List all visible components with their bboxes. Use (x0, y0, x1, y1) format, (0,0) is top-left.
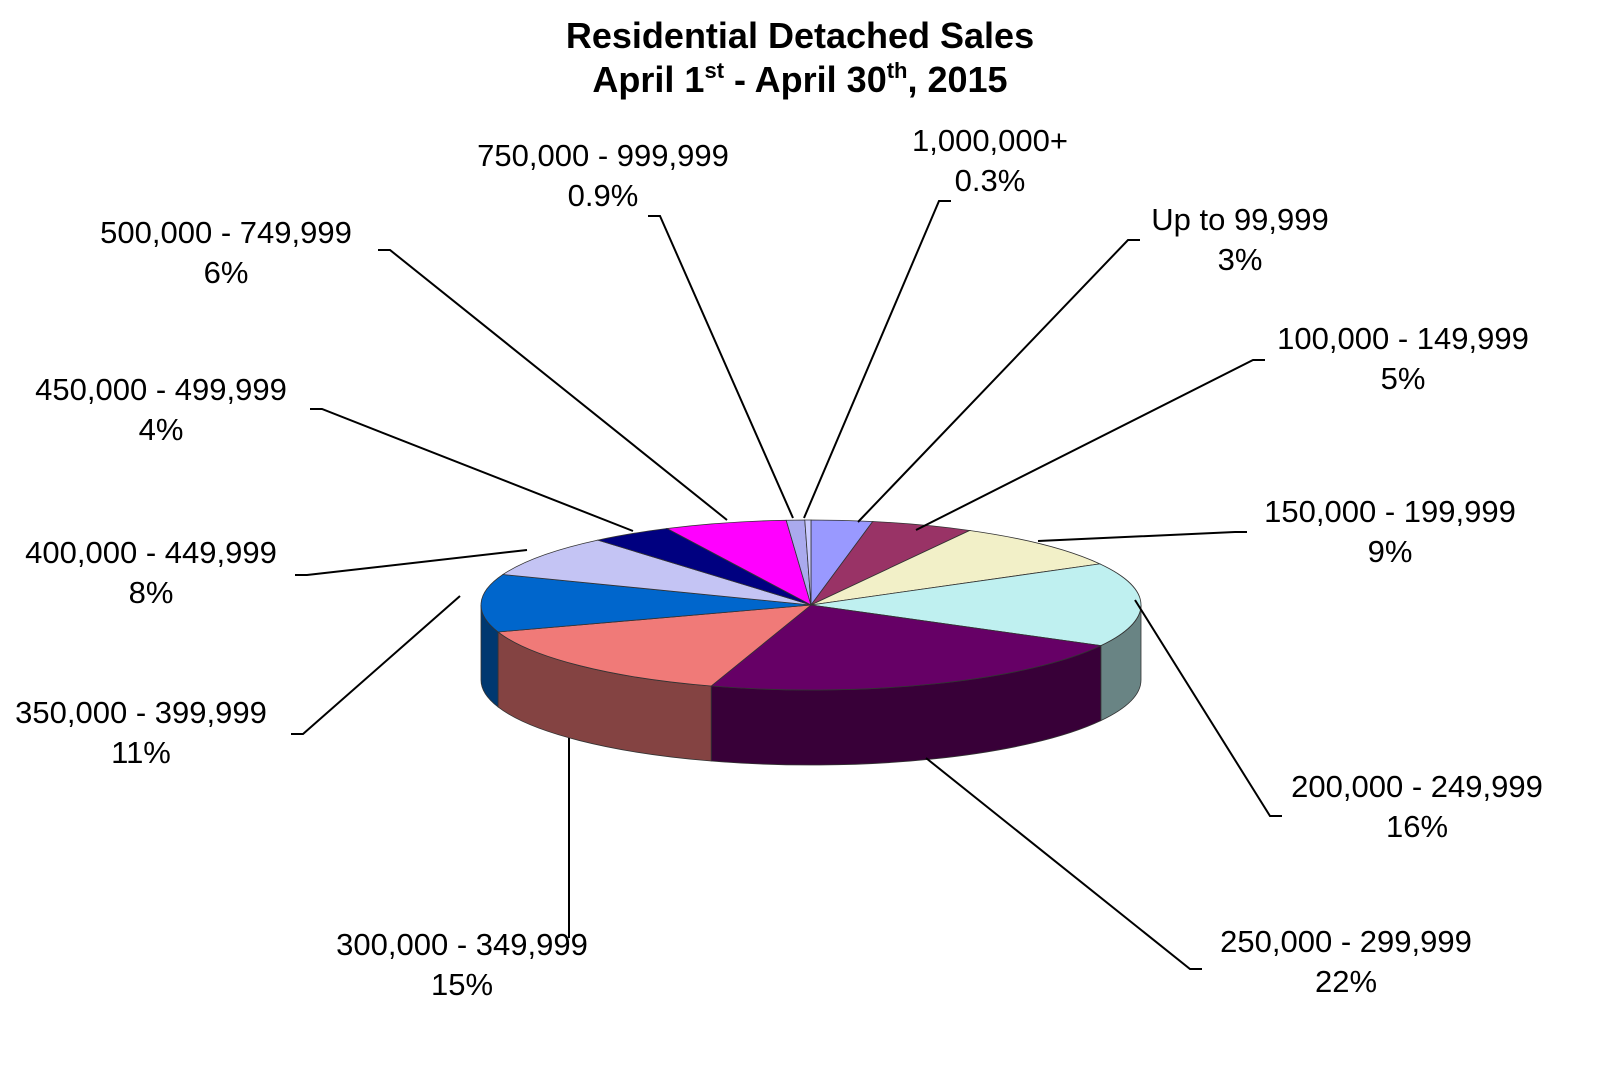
leader-line-7 (295, 549, 528, 576)
slice-percent-label-2: 9% (1368, 534, 1413, 569)
slice-range-label-11: 1,000,000+ (912, 123, 1068, 158)
leader-lines (291, 200, 1282, 970)
slice-percent-label-0: 3% (1218, 242, 1263, 277)
pie-tops (480, 519, 1142, 691)
slice-percent-label-10: 0.9% (568, 178, 639, 213)
slice-range-label-10: 750,000 - 999,999 (477, 138, 729, 173)
title-date-end: - April 30 (724, 59, 887, 100)
leader-line-8 (310, 408, 634, 532)
slice-percent-label-7: 8% (129, 575, 174, 610)
slice-percent-label-8: 4% (139, 412, 184, 447)
slice-range-label-7: 400,000 - 449,999 (25, 535, 277, 570)
title-sup-th: th (886, 58, 908, 83)
leader-line-2 (1037, 531, 1247, 542)
leader-line-10 (648, 215, 794, 519)
slice-percent-label-11: 0.3% (955, 163, 1026, 198)
slice-percent-label-5: 15% (431, 967, 493, 1002)
leader-line-9 (378, 249, 728, 521)
leader-line-3 (1134, 599, 1282, 817)
pie-slice-11 (804, 519, 812, 606)
slice-percent-label-6: 11% (111, 735, 171, 770)
slice-range-label-0: Up to 99,999 (1151, 202, 1329, 237)
pie-slice-2 (810, 530, 1102, 606)
leader-line-0 (857, 239, 1140, 523)
slice-range-label-8: 450,000 - 499,999 (35, 372, 287, 407)
title-year: , 2015 (907, 59, 1008, 100)
title-sup-st: st (704, 58, 725, 83)
slice-range-label-4: 250,000 - 299,999 (1220, 924, 1472, 959)
pie-slice-7 (501, 539, 812, 606)
chart-title: Residential Detached Sales April 1st - A… (0, 14, 1600, 102)
chart-title-line1: Residential Detached Sales (565, 15, 1035, 56)
slice-percent-label-1: 5% (1381, 361, 1426, 396)
pie-slice-4 (710, 604, 1103, 691)
chart-title-line2: April 1st - April 30th, 2015 (0, 58, 1600, 102)
slice-range-label-1: 100,000 - 149,999 (1277, 321, 1529, 356)
leader-line-1 (915, 359, 1265, 531)
slice-range-label-2: 150,000 - 199,999 (1264, 494, 1516, 529)
slice-range-label-9: 500,000 - 749,999 (100, 215, 352, 250)
slice-percent-label-4: 22% (1315, 964, 1377, 999)
title-date-start: April 1 (592, 59, 705, 100)
slice-percent-label-3: 16% (1386, 809, 1448, 844)
leader-line-6 (291, 595, 461, 735)
leader-line-11 (803, 200, 951, 519)
slice-range-label-6: 350,000 - 399,999 (15, 695, 267, 730)
pie-slice-3 (810, 563, 1142, 647)
slice-labels: Up to 99,999 3% 100,000 - 149,999 5% 150,000… (15, 123, 1543, 1002)
pie-slice-6 (480, 574, 812, 633)
slice-range-label-3: 200,000 - 249,999 (1291, 769, 1543, 804)
slice-percent-label-9: 6% (204, 255, 249, 290)
pie-sides (480, 604, 1142, 766)
leader-line-4 (925, 757, 1202, 970)
pie-slice-9 (665, 519, 812, 606)
slice-range-label-5: 300,000 - 349,999 (336, 927, 588, 962)
